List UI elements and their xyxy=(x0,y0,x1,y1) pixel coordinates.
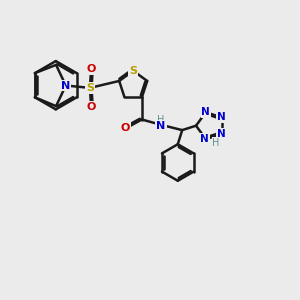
Text: N: N xyxy=(200,134,209,144)
Text: N: N xyxy=(201,107,210,117)
Text: O: O xyxy=(86,102,96,112)
Text: N: N xyxy=(217,129,226,139)
Text: N: N xyxy=(61,80,70,91)
Text: S: S xyxy=(129,66,137,76)
Text: N: N xyxy=(217,112,226,122)
Text: O: O xyxy=(121,123,130,133)
Text: H: H xyxy=(157,115,165,124)
Text: O: O xyxy=(86,64,96,74)
Text: S: S xyxy=(86,83,94,93)
Text: H: H xyxy=(212,138,220,148)
Text: N: N xyxy=(156,121,166,131)
